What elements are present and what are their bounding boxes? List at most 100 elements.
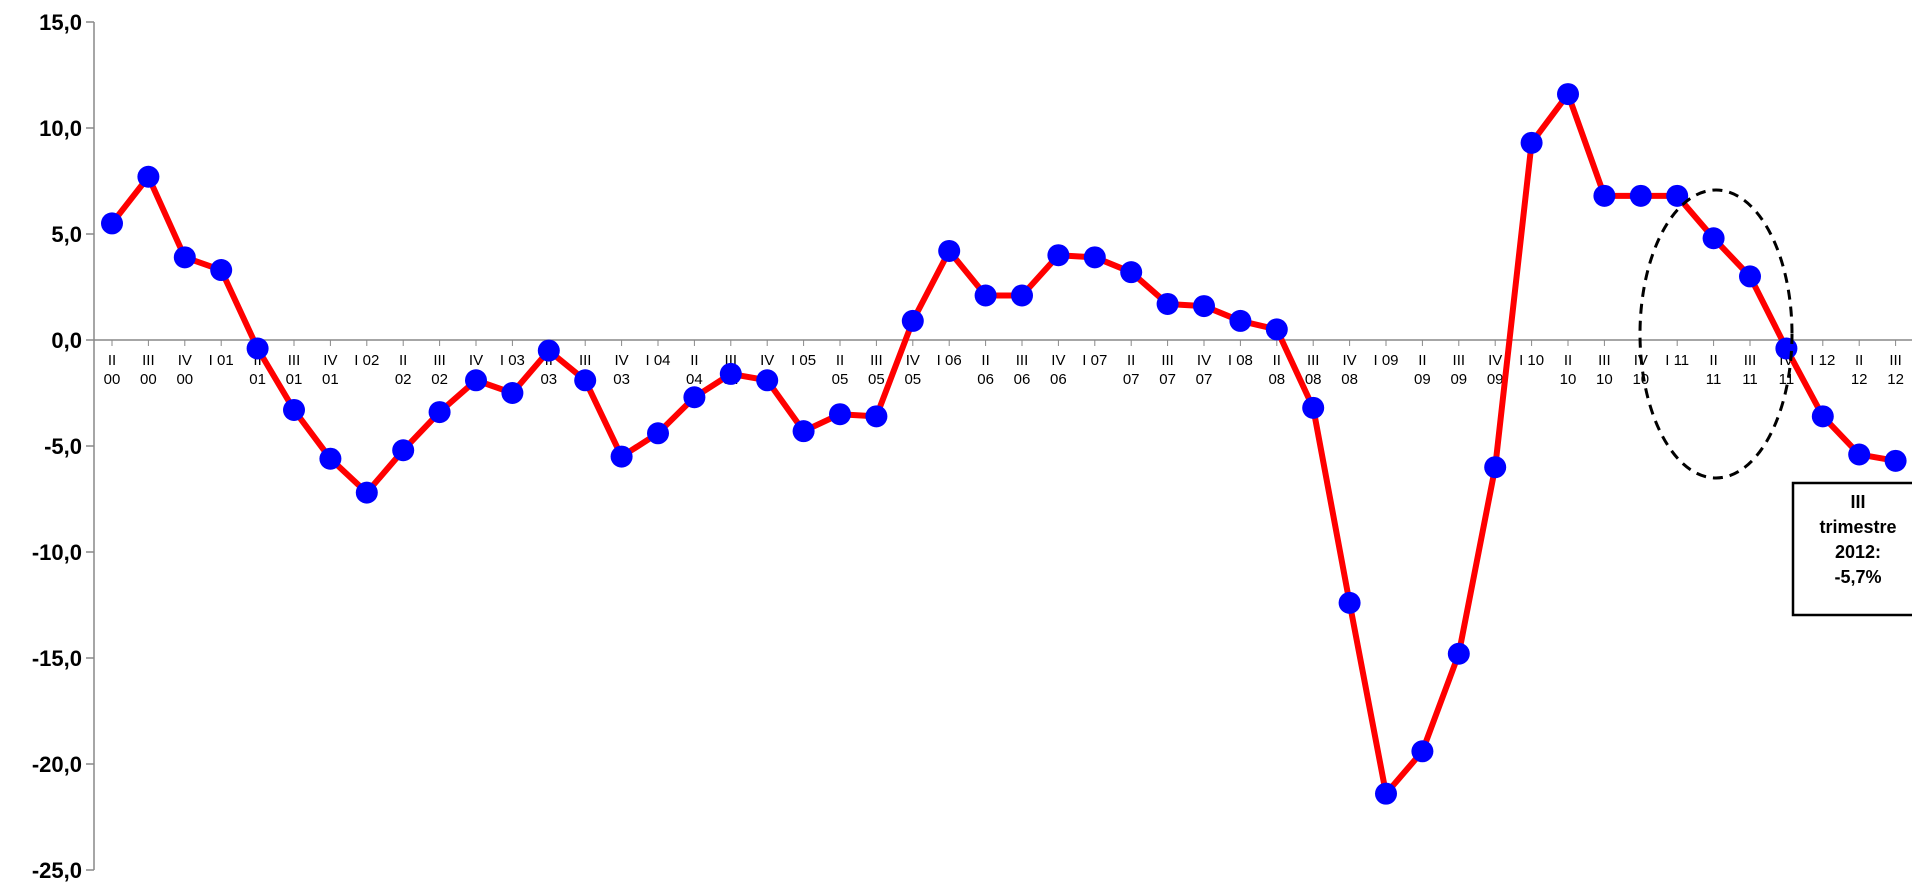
x-tick-label-year: 09 xyxy=(1450,371,1467,388)
x-tick-label: I 02 xyxy=(354,352,379,369)
data-point xyxy=(1447,642,1470,665)
data-point xyxy=(1848,443,1871,466)
data-point xyxy=(1047,244,1070,267)
x-tick-label: I 04 xyxy=(645,352,670,369)
x-tick-label: III xyxy=(1016,352,1029,369)
x-tick-label: IV xyxy=(1488,352,1502,369)
y-tick-label: 10,0 xyxy=(39,116,82,141)
x-tick-label: IV xyxy=(906,352,920,369)
x-tick-label-year: 05 xyxy=(868,371,885,388)
x-tick-label: III xyxy=(870,352,883,369)
x-tick-label-year: 05 xyxy=(904,371,921,388)
data-point xyxy=(938,239,961,262)
data-point xyxy=(1302,396,1325,419)
x-tick-label-year: 04 xyxy=(686,371,703,388)
x-tick-label-year: 03 xyxy=(540,371,557,388)
x-tick-label-year: 10 xyxy=(1632,371,1649,388)
x-tick-label-year: 00 xyxy=(104,371,121,388)
data-point xyxy=(901,309,924,332)
x-tick-label: III xyxy=(1598,352,1611,369)
x-tick-label: I 09 xyxy=(1373,352,1398,369)
x-tick-label: III xyxy=(1307,352,1320,369)
highlight-ellipse xyxy=(1638,188,1794,480)
x-tick-label-year: 09 xyxy=(1487,371,1504,388)
x-tick-label: II xyxy=(836,352,844,369)
data-point xyxy=(1702,227,1725,250)
x-tick-label: I 10 xyxy=(1519,352,1544,369)
x-tick-label-year: 06 xyxy=(1050,371,1067,388)
x-tick-label: III xyxy=(1889,352,1902,369)
data-point xyxy=(719,362,742,385)
x-tick-label: I 08 xyxy=(1228,352,1253,369)
x-tick-label-year: 08 xyxy=(1305,371,1322,388)
annotation-text: trimestre xyxy=(1819,517,1896,537)
x-tick-label: II xyxy=(1127,352,1135,369)
x-tick-label: I 03 xyxy=(500,352,525,369)
y-tick-label: -15,0 xyxy=(32,646,82,671)
x-tick-label-year: 12 xyxy=(1887,371,1904,388)
y-tick-label: -20,0 xyxy=(32,752,82,777)
x-tick-label-year: 12 xyxy=(1851,371,1868,388)
x-tick-label-year: 00 xyxy=(176,371,193,388)
x-tick-label-year: 01 xyxy=(286,371,303,388)
x-tick-label: I 12 xyxy=(1810,352,1835,369)
data-point xyxy=(537,339,560,362)
x-tick-label: II xyxy=(1709,352,1717,369)
data-point xyxy=(283,398,305,421)
x-tick-label: II xyxy=(1564,352,1572,369)
annotation-box: III trimestre 2012: -5,7% xyxy=(1791,481,1912,617)
x-tick-label-year: 10 xyxy=(1596,371,1613,388)
x-tick-label-year: 00 xyxy=(140,371,157,388)
x-tick-label: I 01 xyxy=(209,352,234,369)
data-point xyxy=(101,212,123,235)
annotation-text: III xyxy=(1850,492,1865,512)
series-line xyxy=(109,91,1897,797)
x-tick-label-year: 06 xyxy=(1014,371,1031,388)
x-tick-label: III xyxy=(433,352,446,369)
data-point xyxy=(1156,292,1179,315)
x-tick-label-year: 05 xyxy=(832,371,849,388)
data-point xyxy=(1083,246,1106,269)
highlight-group xyxy=(1638,188,1794,480)
data-point xyxy=(865,405,888,428)
data-point xyxy=(210,259,233,282)
y-axis: 15,0 10,0 5,0 0,0 -5,0 -10,0 -15,0 -20,0 -25,0 xyxy=(32,10,95,883)
data-point xyxy=(501,382,524,404)
x-tick-label-year: 06 xyxy=(977,371,994,388)
data-point xyxy=(319,447,342,470)
x-tick-label: III xyxy=(1161,352,1174,369)
x-tick-label-year: 03 xyxy=(613,371,630,388)
x-tick-label: IV xyxy=(323,352,337,369)
data-point xyxy=(1775,337,1798,360)
data-point xyxy=(756,369,779,392)
data-point xyxy=(1193,295,1215,318)
x-tick-label-year: 07 xyxy=(1196,371,1213,388)
data-point xyxy=(1520,131,1543,154)
series-group xyxy=(101,83,1907,805)
data-point xyxy=(683,386,706,409)
x-tick-label: I 07 xyxy=(1082,352,1107,369)
data-point xyxy=(1666,184,1689,207)
data-point xyxy=(1484,456,1507,479)
x-tick-label-year: 09 xyxy=(1414,371,1431,388)
data-point xyxy=(647,422,669,445)
data-point xyxy=(1375,782,1397,805)
data-point xyxy=(246,337,269,360)
x-tick-label-year: 07 xyxy=(1159,371,1176,388)
x-tick-label-year: 11 xyxy=(1706,371,1722,388)
x-tick-label: III xyxy=(1744,352,1757,369)
x-tick-label: IV xyxy=(1051,352,1065,369)
x-tick-label-year: 08 xyxy=(1268,371,1285,388)
data-point xyxy=(1811,405,1834,428)
x-tick-label-year: 11 xyxy=(1742,371,1758,388)
y-tick-label: -10,0 xyxy=(32,540,82,565)
data-point xyxy=(1411,740,1434,763)
data-point xyxy=(574,369,597,392)
x-tick-label: IV xyxy=(760,352,774,369)
x-tick-label-year: 01 xyxy=(249,371,266,388)
data-point xyxy=(1629,184,1652,207)
x-tick-label: II xyxy=(253,352,261,369)
data-point xyxy=(1884,449,1907,472)
data-point xyxy=(1120,261,1143,284)
data-point xyxy=(137,165,160,188)
